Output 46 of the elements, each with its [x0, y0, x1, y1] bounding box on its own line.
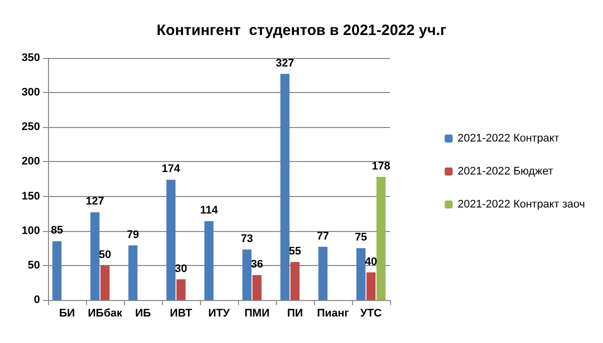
data-label: 127: [86, 196, 104, 208]
data-label: 85: [50, 224, 64, 237]
x-tick-label: ИТУ: [208, 308, 230, 320]
x-tick-label: ИВТ: [170, 308, 192, 320]
legend-label: 2021-2022 Контракт: [458, 132, 560, 144]
bar: [90, 212, 100, 300]
bar: [280, 74, 290, 300]
bar: [204, 221, 214, 300]
bar: [356, 248, 366, 300]
bar: [242, 250, 252, 300]
y-tick-label: 250: [22, 121, 40, 134]
x-tick-label: УТС: [360, 308, 382, 320]
legend-label: 2021-2022 Контракт заоч: [458, 198, 586, 210]
y-tick-label: 150: [22, 190, 40, 202]
data-label: 114: [200, 204, 219, 217]
data-label: 77: [316, 230, 330, 242]
bar: [176, 279, 186, 300]
data-label: 73: [240, 233, 254, 246]
bar: [318, 246, 328, 300]
x-tick-label: ИБбак: [88, 308, 123, 320]
x-tick-label: БИ: [59, 308, 75, 320]
y-tick-label: 100: [22, 224, 40, 237]
x-tick-label: ПМИ: [244, 308, 270, 320]
data-label: 75: [354, 232, 368, 244]
data-label: 327: [276, 57, 294, 70]
bar: [252, 275, 262, 300]
data-label: 79: [126, 228, 140, 241]
legend-label: 2021-2022 Бюджет: [458, 166, 554, 178]
bar: [100, 265, 110, 300]
x-tick-label: Пианг: [316, 308, 350, 320]
y-tick-label: 200: [22, 156, 40, 168]
bar: [52, 241, 62, 300]
bar: [290, 262, 300, 300]
x-tick-label: ПИ: [287, 308, 303, 320]
bar: [166, 180, 176, 300]
bar: [128, 245, 138, 300]
y-tick-label: 0: [34, 294, 40, 306]
y-tick-label: 50: [28, 259, 40, 272]
chart-title: Контингент студентов в 2021-2022 уч.г: [156, 22, 446, 39]
bar: [376, 176, 386, 300]
x-tick-label: ИБ: [135, 308, 151, 320]
data-label: 178: [372, 160, 390, 172]
data-label: 174: [162, 163, 181, 176]
y-tick-label: 350: [22, 52, 40, 64]
bar: [366, 272, 376, 300]
y-tick-label: 300: [22, 86, 40, 99]
